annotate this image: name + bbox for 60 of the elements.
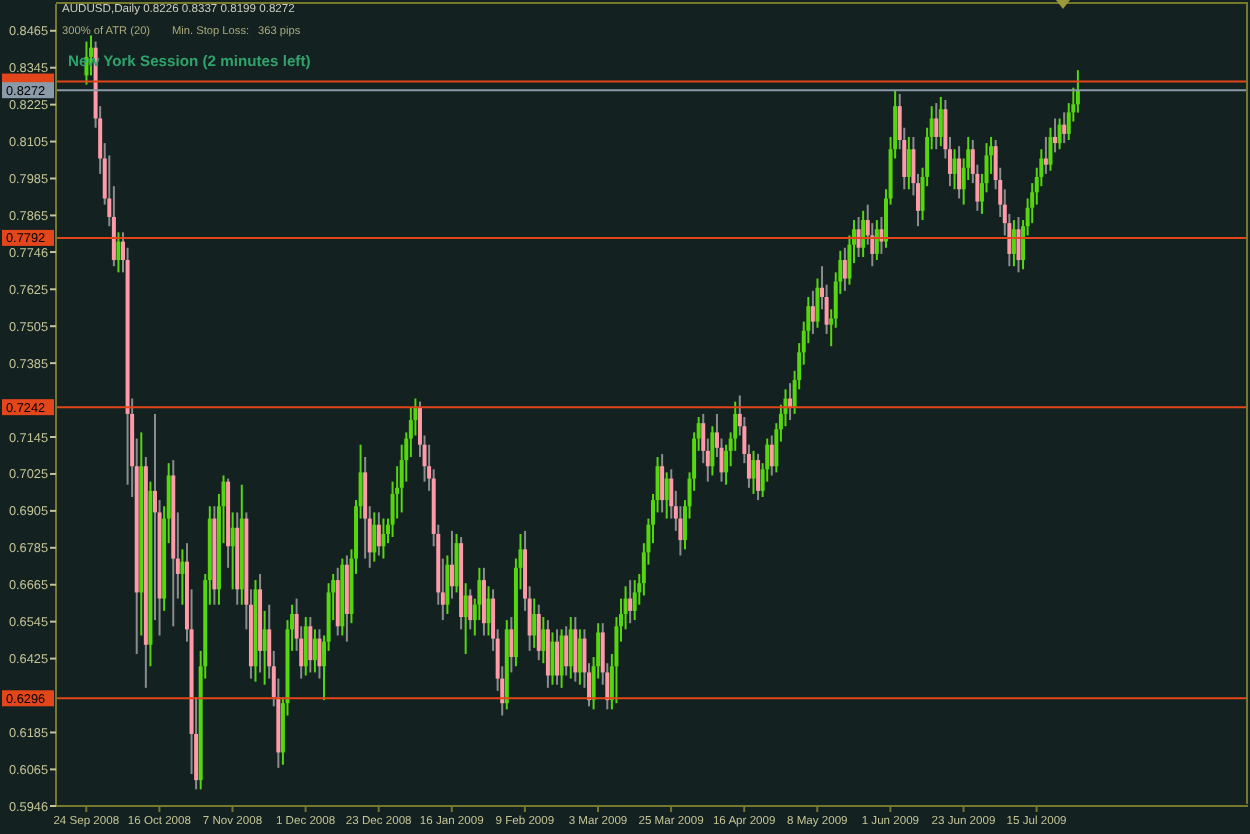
- candlestick: [550, 631, 555, 686]
- candlestick: [769, 434, 774, 477]
- candlestick: [509, 616, 514, 674]
- candlestick: [381, 517, 386, 560]
- candlestick: [577, 628, 582, 686]
- candlestick: [1016, 215, 1021, 274]
- candlestick: [536, 603, 541, 662]
- candlestick: [486, 585, 491, 637]
- candlestick: [573, 616, 578, 683]
- candlestick: [317, 628, 322, 680]
- candlestick: [481, 566, 486, 637]
- candlestick: [874, 219, 879, 262]
- candlestick: [751, 449, 756, 495]
- candlestick: [810, 289, 815, 335]
- candlestick: [555, 628, 560, 686]
- candlestick: [564, 625, 569, 677]
- candlestick: [312, 628, 317, 674]
- candlestick: [1062, 111, 1067, 145]
- candlestick: [376, 511, 381, 557]
- candlestick: [335, 566, 340, 637]
- candlestick: [303, 616, 308, 677]
- candlestick: [532, 597, 537, 649]
- candlestick: [664, 471, 669, 520]
- candlestick: [541, 616, 546, 665]
- candlestick: [230, 511, 235, 591]
- candlestick: [952, 148, 957, 191]
- candlestick: [1053, 117, 1058, 154]
- candlestick: [842, 246, 847, 292]
- candlestick: [632, 579, 637, 622]
- candlestick: [815, 277, 820, 329]
- candlestick: [454, 532, 459, 594]
- candlestick: [445, 554, 450, 615]
- candlestick: [449, 529, 454, 600]
- candlestick: [861, 209, 866, 258]
- candlestick: [710, 425, 715, 477]
- candlestick: [363, 456, 368, 560]
- candlestick: [463, 582, 468, 655]
- candlestick: [938, 95, 943, 148]
- candlestick: [957, 145, 962, 200]
- candlestick: [468, 588, 473, 631]
- candlestick: [372, 511, 377, 563]
- candlestick: [934, 102, 939, 151]
- candlestick: [660, 452, 665, 514]
- candlestick: [756, 452, 761, 502]
- candlestick: [856, 215, 861, 258]
- candlestick: [308, 616, 313, 674]
- candlestick: [180, 548, 185, 606]
- candlestick: [545, 619, 550, 689]
- candlestick: [906, 135, 911, 191]
- candlestick: [116, 231, 121, 274]
- candlestick: [1075, 69, 1080, 114]
- candlestick: [568, 616, 573, 680]
- candlestick: [879, 215, 884, 255]
- candlestick: [1011, 219, 1016, 268]
- candlestick: [1048, 126, 1053, 172]
- candlestick: [559, 628, 564, 689]
- candlestick: [628, 579, 633, 625]
- candlestick: [1057, 117, 1062, 151]
- candlestick: [262, 609, 267, 686]
- candlestick: [1043, 135, 1048, 175]
